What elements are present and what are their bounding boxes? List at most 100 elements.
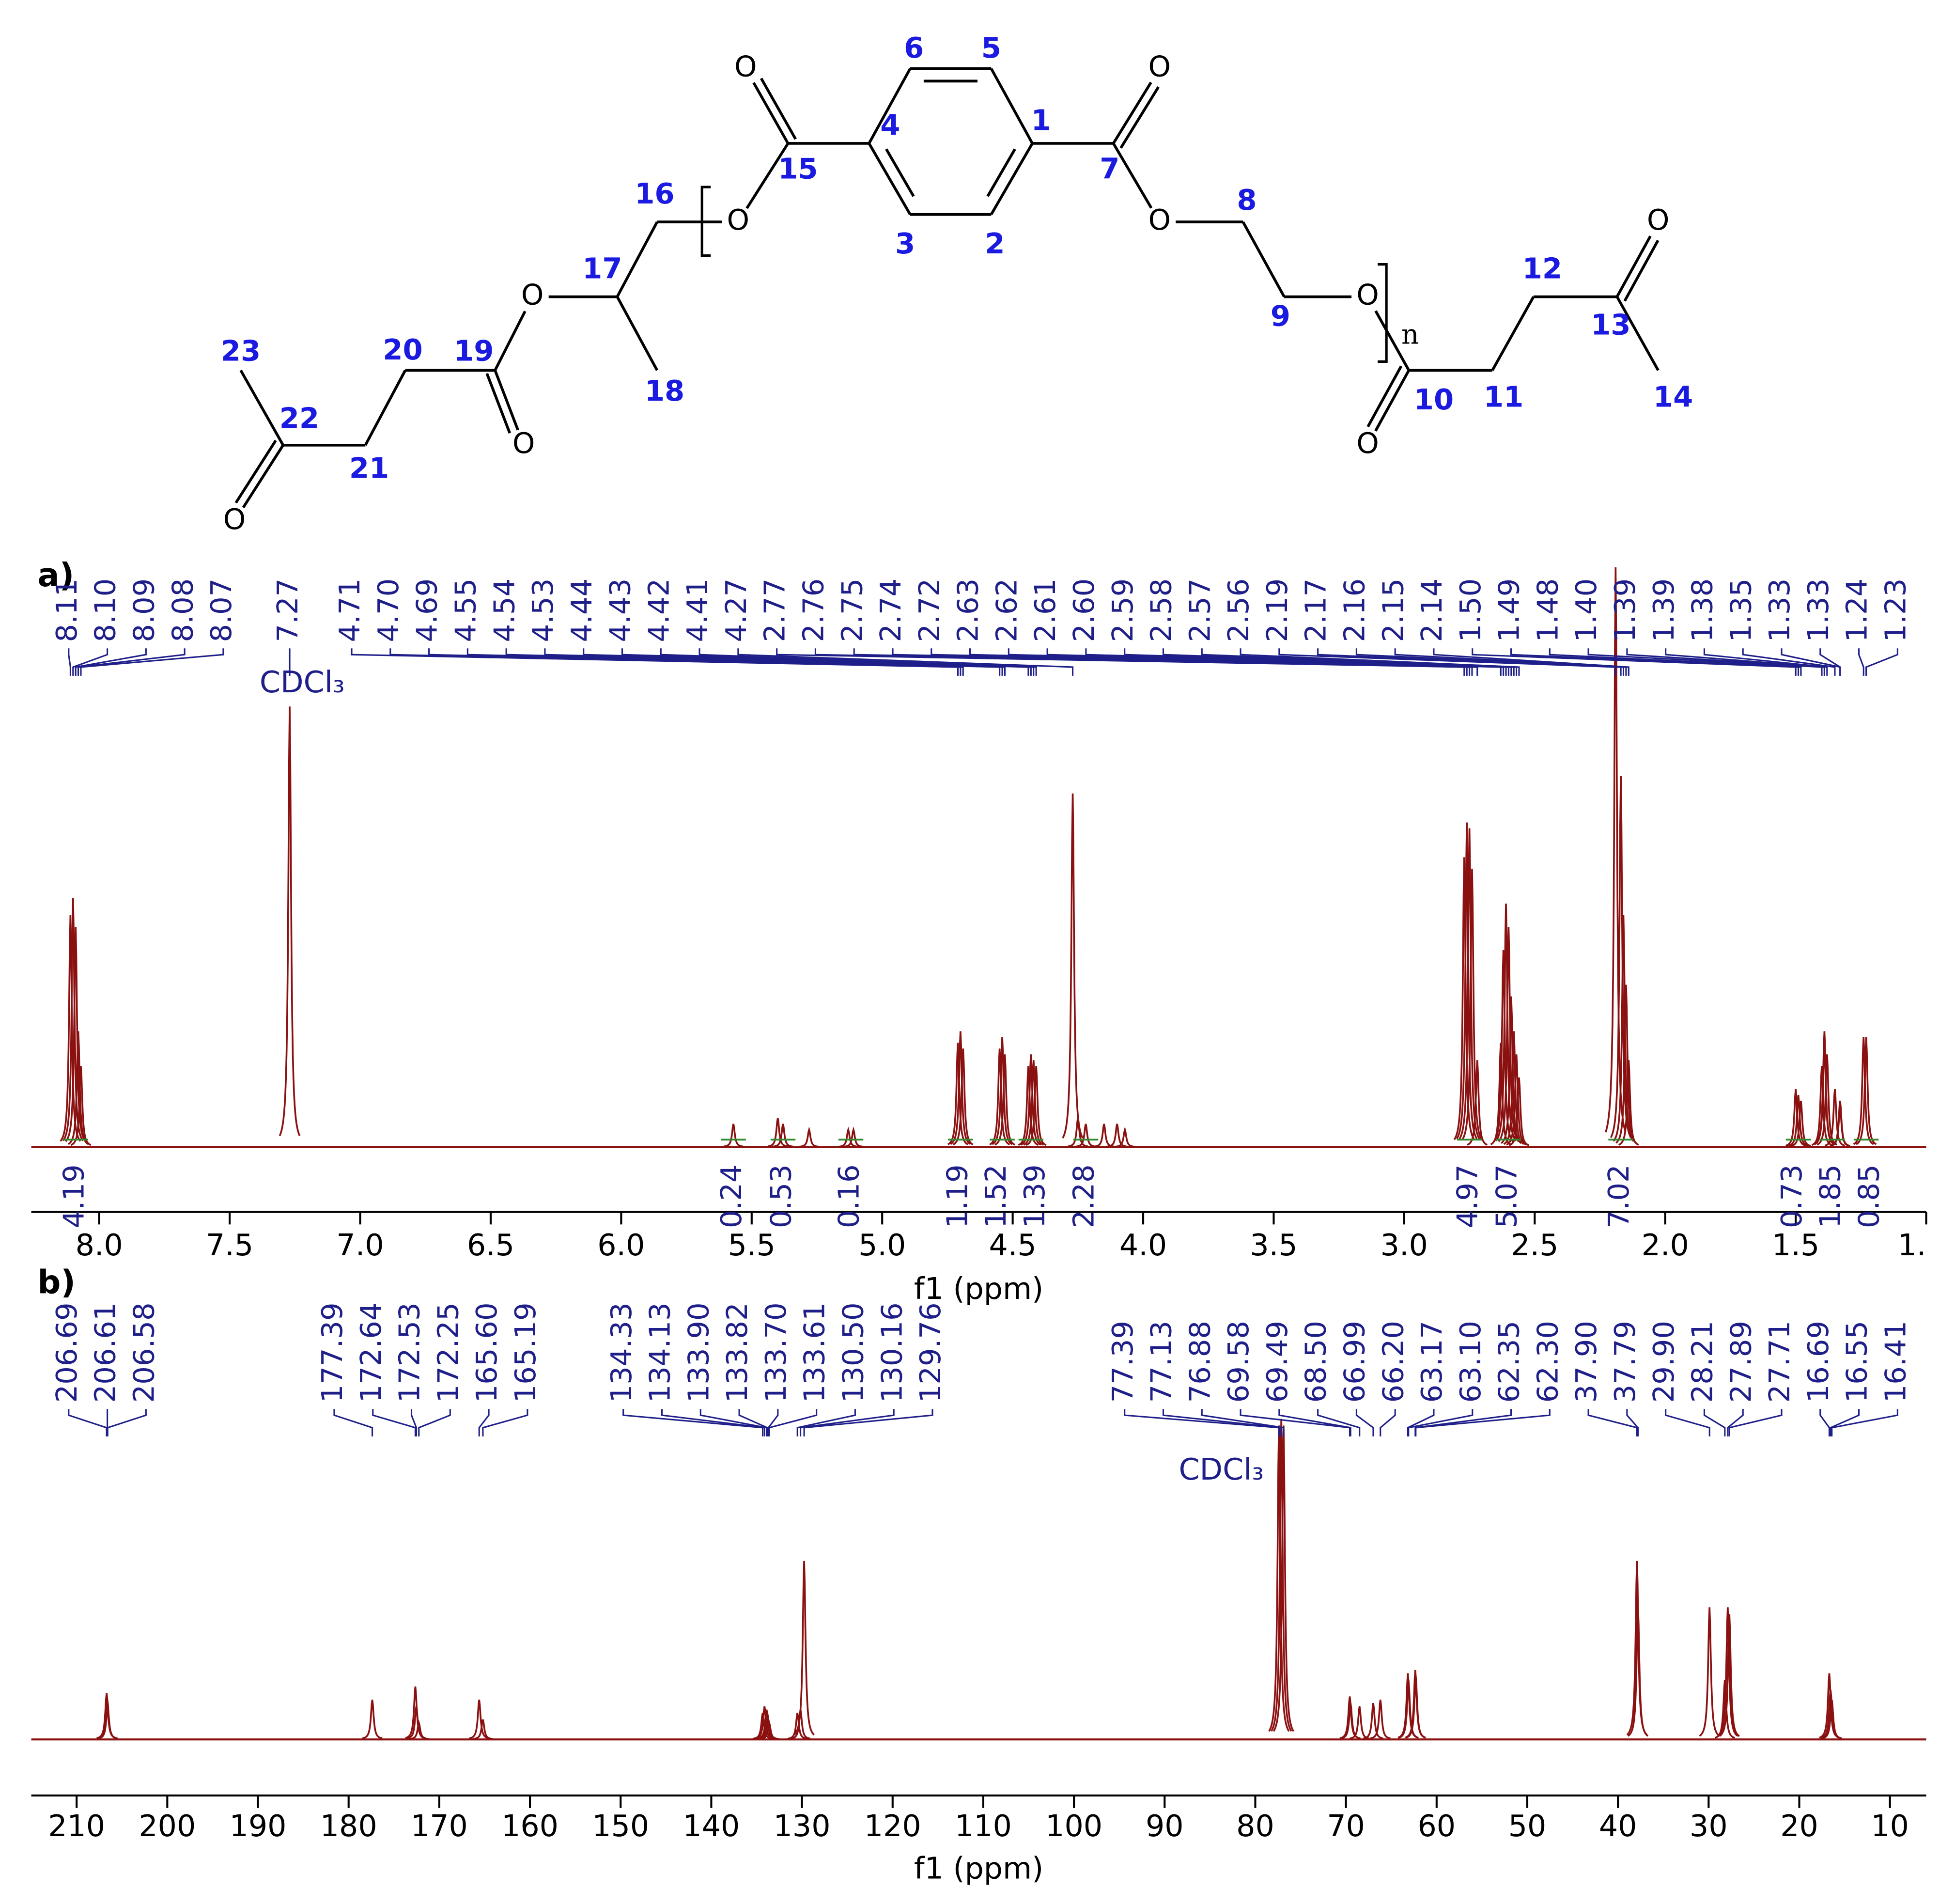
- peak: [1719, 1614, 1740, 1737]
- peak-label: 1.23: [1878, 578, 1912, 642]
- peak-label: 4.53: [526, 578, 559, 642]
- peak: [362, 1700, 383, 1739]
- x-tick-label: 70: [1327, 1809, 1365, 1843]
- peak: [1405, 1676, 1426, 1739]
- peak-leader: [1240, 1409, 1351, 1436]
- x-tick-label: 4.5: [989, 1228, 1037, 1263]
- atom-label: O: [734, 50, 757, 83]
- peak: [1717, 1607, 1738, 1737]
- peak-label: 1.39: [1647, 578, 1680, 642]
- peak: [62, 898, 84, 1141]
- bond: [364, 370, 407, 446]
- peak: [1824, 1089, 1846, 1147]
- integral-label: 2.28: [1067, 1164, 1101, 1228]
- peak-leader: [800, 1409, 895, 1436]
- peak-label: 77.39: [1106, 1321, 1139, 1403]
- atom-number: 20: [383, 333, 422, 366]
- peak-label: 16.55: [1840, 1321, 1874, 1403]
- peak-label: 1.35: [1724, 578, 1757, 642]
- peak-label: 2.58: [1145, 578, 1178, 642]
- peak: [799, 1126, 820, 1148]
- peak-leader: [1240, 648, 1520, 676]
- peak: [1370, 1700, 1391, 1739]
- peak-label: 2.75: [835, 578, 869, 642]
- peak-leader: [372, 1409, 417, 1436]
- atom-label: O: [512, 426, 535, 460]
- x-tick-label: 3.5: [1250, 1228, 1297, 1263]
- atom-number: 5: [981, 31, 1001, 64]
- peak-label: 2.72: [913, 578, 946, 642]
- peak: [1699, 1607, 1720, 1737]
- x-tick-label: 90: [1146, 1809, 1184, 1843]
- x-tick-label: 50: [1508, 1809, 1547, 1843]
- bond: [752, 82, 790, 144]
- peak-leader: [1317, 1409, 1361, 1436]
- peak: [1790, 1100, 1811, 1147]
- panel-label: a): [37, 556, 74, 594]
- solvent-label: CDCl₃: [1179, 1452, 1264, 1487]
- atom-label: O: [1356, 278, 1379, 312]
- peak-label: 1.38: [1686, 578, 1719, 642]
- peak-label: 69.58: [1222, 1321, 1255, 1403]
- peak-leader: [1162, 1409, 1282, 1436]
- peak-leader: [1278, 1409, 1351, 1436]
- peak-label: 172.64: [354, 1302, 388, 1403]
- peak: [1856, 1037, 1877, 1145]
- x-tick-label: 1.: [1898, 1228, 1926, 1263]
- peak: [68, 1031, 89, 1145]
- integral-label: 5.07: [1490, 1164, 1523, 1228]
- x-tick-label: 150: [592, 1809, 649, 1843]
- peak-leader: [698, 648, 1037, 676]
- peak-label: 2.61: [1028, 578, 1062, 642]
- peak-label: 8.07: [204, 578, 238, 642]
- peak-label: 2.14: [1415, 578, 1448, 642]
- peak-leader: [660, 648, 1035, 676]
- peak-leader: [1201, 1409, 1285, 1436]
- peak-leader: [1742, 648, 1836, 676]
- peak-label: 172.53: [393, 1302, 426, 1403]
- atom-label: O: [1148, 203, 1171, 236]
- integral-label: 0.53: [764, 1164, 798, 1228]
- peak: [469, 1700, 490, 1739]
- peak-label: 63.17: [1415, 1321, 1448, 1403]
- peak: [994, 1054, 1015, 1146]
- peak-label: 133.61: [798, 1302, 831, 1403]
- integral-label: 0.85: [1852, 1164, 1885, 1228]
- integral-label: 4.97: [1451, 1164, 1484, 1228]
- peak: [1025, 1066, 1047, 1146]
- peak: [1788, 1094, 1809, 1147]
- peak: [1508, 1077, 1530, 1146]
- x-axis-label: f1 (ppm): [914, 1851, 1043, 1886]
- peak-leader: [1865, 648, 1898, 676]
- peak: [793, 1561, 815, 1736]
- peak-label: 77.13: [1145, 1321, 1178, 1403]
- peak-label: 134.13: [643, 1302, 677, 1403]
- bond: [1241, 221, 1286, 297]
- peak: [952, 1048, 974, 1146]
- bond: [1112, 142, 1153, 209]
- peak: [408, 1719, 429, 1740]
- integral-label: 1.39: [1018, 1164, 1051, 1228]
- peak-label: 2.62: [990, 578, 1023, 642]
- atom-number: 14: [1653, 380, 1693, 414]
- bond: [1491, 296, 1535, 371]
- peak-label: 2.63: [951, 578, 985, 642]
- peak-label: 62.35: [1492, 1321, 1526, 1403]
- peak-leader: [1472, 648, 1797, 676]
- x-tick-label: 140: [683, 1809, 740, 1843]
- peak-label: 66.99: [1338, 1321, 1371, 1403]
- peak-label: 4.41: [681, 578, 714, 642]
- bond: [745, 142, 790, 209]
- peak-leader: [1355, 648, 1625, 676]
- bond: [1119, 86, 1160, 149]
- atom-number: 22: [279, 401, 319, 435]
- peak-label: 2.57: [1183, 578, 1216, 642]
- peak-leader: [1587, 648, 1823, 676]
- peak: [1492, 950, 1514, 1143]
- x-tick-label: 170: [411, 1809, 468, 1843]
- peak: [992, 1037, 1013, 1145]
- panel-label: b): [37, 1263, 75, 1301]
- bond: [239, 369, 284, 446]
- peak-leader: [1317, 648, 1622, 676]
- bond: [616, 221, 659, 297]
